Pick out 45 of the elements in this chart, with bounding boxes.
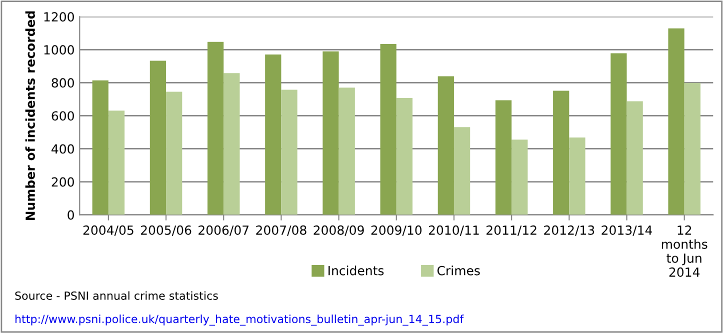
bar [553, 90, 570, 215]
y-tick-label: 800 [52, 78, 74, 88]
bar [265, 54, 282, 215]
x-tick-label: 2005/06 [140, 225, 192, 236]
bar [380, 44, 396, 215]
bar [322, 51, 339, 215]
bar [108, 110, 125, 215]
bar [338, 88, 355, 215]
bar [92, 80, 108, 215]
bar [512, 140, 528, 215]
bar [684, 82, 700, 215]
bar [454, 127, 470, 215]
x-tick-label: 2004/05 [83, 225, 134, 236]
x-tick-label: 2011/12 [486, 225, 536, 236]
y-tick-label: 0 [68, 210, 74, 220]
bar [668, 28, 684, 215]
y-axis-title: Number of incidents recorded [25, 11, 35, 220]
bar [626, 101, 643, 215]
text: http://www.psni.police.uk/quarterly_hate_motivations_bulletin_apr-jun_14_15.pdf [15, 314, 464, 326]
y-tick-label: 1200 [44, 12, 74, 22]
legend-label: Crimes [437, 266, 480, 276]
legend-label: Incidents [328, 266, 384, 276]
y-tick-label: 400 [52, 144, 74, 154]
bar [495, 100, 512, 215]
x-tick-label: 2008/09 [314, 225, 364, 236]
bar [438, 76, 454, 215]
y-tick-label: 200 [52, 177, 74, 187]
bar [281, 90, 298, 215]
x-tick-label: 2012/13 [544, 225, 594, 236]
source-note: Source - PSNI annual crime statistics [15, 291, 218, 300]
bar [610, 53, 627, 215]
bar [396, 98, 413, 215]
x-tick-label: 2007/08 [256, 225, 306, 236]
x-tick-label: 2009/10 [371, 225, 422, 236]
bar [224, 73, 240, 215]
bar [166, 92, 182, 215]
x-tick-label: 2013/14 [602, 225, 652, 236]
bar [150, 60, 166, 215]
x-tick-label: 2006/07 [198, 225, 249, 236]
x-tick-label: 12 months to Jun 2014 [662, 225, 708, 277]
y-tick-label: 600 [52, 111, 74, 121]
bar [207, 42, 224, 215]
x-tick-label: 2010/11 [428, 225, 479, 236]
y-tick-label: 1000 [44, 45, 74, 55]
bar [569, 138, 586, 215]
